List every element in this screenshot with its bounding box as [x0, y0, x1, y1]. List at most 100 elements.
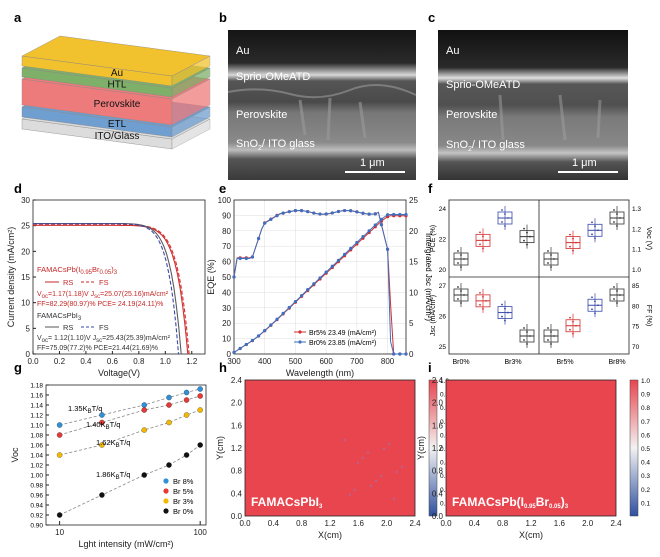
y-tick-label: 1.12	[30, 413, 43, 420]
heatmap-speckle	[356, 461, 360, 465]
sem-image-b: Au Sprio-OMeATD Perovskite SnO2/ ITO gla…	[227, 30, 417, 180]
colorbar-tick-label: 0.4	[641, 460, 650, 467]
heatmap-speckle	[392, 497, 396, 501]
box-point	[616, 225, 618, 227]
legend-br-line1: Voc=1.17(1.18)V Jsc=25.07(25.16)mA/cm²	[37, 291, 169, 300]
y-tick-label: 27	[439, 283, 447, 290]
box-point	[504, 225, 506, 227]
colorbar-tick-label: 0.1	[641, 500, 650, 507]
y-tick-label: 5	[26, 324, 31, 333]
y-tick-label: 0.92	[30, 513, 43, 520]
y-axis-label: Current density (mA/cm²)	[6, 227, 16, 328]
data-point-1	[99, 419, 105, 426]
y-tick-label: 1.16	[30, 393, 43, 400]
y-tick-label: 2.4	[231, 376, 243, 385]
y-tick-label: 1.2	[632, 226, 641, 233]
x-tick-label: 2.0	[582, 519, 594, 528]
y-tick-label: 85	[632, 283, 640, 290]
data-point-2	[183, 412, 190, 418]
box-point	[550, 331, 552, 333]
box-point	[616, 290, 618, 292]
x-axis-label: X(cm)	[318, 530, 342, 540]
y2-tick-label: 15	[409, 258, 418, 267]
legend-pbi-rs: RS	[63, 323, 73, 332]
y-tick-label: 0.90	[30, 523, 43, 530]
box-point	[594, 225, 596, 228]
y-tick-label: 0.8	[432, 467, 444, 476]
box-point	[591, 233, 593, 236]
y-tick-label: 1.02	[30, 463, 43, 470]
y-tick-label: 1.06	[30, 443, 43, 450]
box-point	[485, 239, 487, 242]
y-axis-label: EQE (%)	[206, 259, 216, 295]
y-tick-label: 1.6	[432, 421, 444, 430]
heatmap-speckle	[369, 484, 373, 488]
box-point	[550, 266, 552, 268]
scalebar-b-label: 1 μm	[360, 157, 385, 169]
panel-label-e: e	[219, 181, 226, 196]
box-point	[460, 266, 462, 268]
box-point	[501, 315, 503, 318]
y2-axis-label: Intergrated Jsc (mA/cm²)	[424, 233, 433, 321]
y-tick-label: 25	[439, 344, 447, 351]
y-tick-label: 1.6	[231, 421, 243, 430]
box-point	[501, 221, 503, 223]
box-point	[553, 258, 555, 260]
sem-b-substrate: SnO2/ ITO glass	[236, 138, 315, 152]
layer-label-1: HTL	[108, 80, 127, 91]
sem-c-perovskite: Perovskite	[446, 109, 497, 121]
x-tick-label: 2.4	[409, 519, 421, 528]
data-point-2	[99, 442, 105, 448]
y-tick-label: 1.18	[30, 383, 43, 390]
legend-label-0: Br5% 23.49 (mA/cm²)	[309, 330, 376, 337]
box-point	[504, 213, 506, 215]
heatmap-speckle	[379, 474, 383, 478]
heatmap-speckle	[374, 479, 378, 483]
data-point-2	[56, 452, 63, 458]
slope-annotation-1: 1.40KBT/q	[86, 420, 120, 431]
legend-br-title: FAMACsPb(I0.95Br0.05)3	[37, 265, 118, 276]
y-tick-label: 15	[21, 273, 30, 282]
y-axis-label: Voc	[10, 447, 20, 463]
y-tick-label: 10	[21, 299, 30, 308]
box-point	[501, 303, 503, 306]
quad-ylabel: FF (%)	[645, 305, 652, 326]
x-tick-label: 0.6	[107, 357, 119, 366]
jv-curve-chart: 0.0 0.2 0.4 0.6 0.8 1.0 1.2 0 5 10 15 20 25 30 Voltage…	[6, 196, 206, 378]
box-point	[482, 295, 484, 298]
y-axis-label: Y(cm)	[215, 436, 225, 460]
sem-c-htl: Sprio-OMeATD	[446, 79, 520, 91]
legend-pbi-fs: FS	[99, 323, 109, 332]
x-tick-label: 0.8	[296, 519, 308, 528]
legend-marker-0	[163, 478, 169, 484]
layer-label-2: Perovskite	[94, 99, 141, 110]
box-point	[591, 308, 593, 311]
heatmap-sample-label: FAMACsPb(I0.95Br0.05)3	[452, 495, 569, 510]
box-point	[547, 327, 549, 329]
x-tick-label: 0.0	[440, 519, 452, 528]
quad-ylabel: Voc (V)	[645, 227, 652, 250]
colorbar-tick-label: 1.0	[440, 378, 449, 385]
data-point-2	[141, 427, 147, 433]
y-tick-label: 1.10	[30, 423, 43, 430]
colorbar-tick-label: 0.3	[641, 473, 650, 480]
box-point	[613, 209, 615, 211]
box-point	[569, 328, 571, 331]
y-tick-label: 0	[227, 350, 232, 359]
y-tick-label: 0.4	[432, 489, 444, 498]
data-point-0	[56, 422, 63, 428]
x-axis-label: X(cm)	[519, 530, 543, 540]
panel-label-b: b	[219, 10, 227, 25]
fit-line-3	[59, 444, 201, 516]
sem-image-c: Au Sprio-OMeATD Perovskite SnO2/ ITO gla…	[438, 30, 628, 180]
box-point	[523, 239, 525, 242]
x-tick-label: 2.4	[610, 519, 622, 528]
x-tick-label: 0.8	[133, 357, 145, 366]
legend-br-rs: RS	[63, 278, 73, 287]
slope-annotation-2: 1.62KBT/q	[96, 438, 130, 449]
x-tick-label: 600	[319, 357, 333, 366]
data-point-2	[166, 419, 172, 426]
y-tick-label: 2.0	[432, 399, 444, 408]
legend-marker-1	[298, 340, 302, 344]
heatmap-speckle	[395, 470, 399, 474]
